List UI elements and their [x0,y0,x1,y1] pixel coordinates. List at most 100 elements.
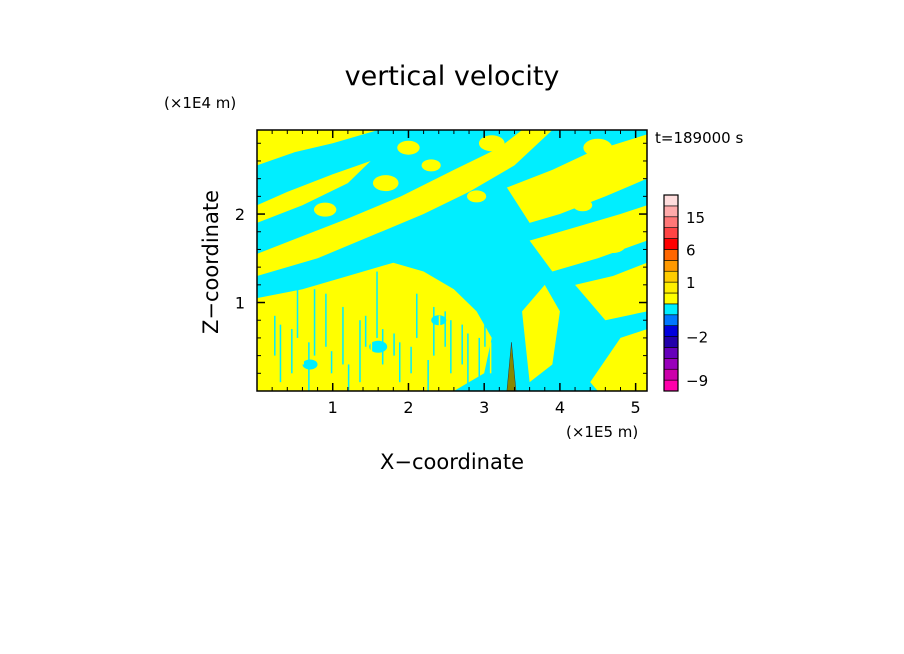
updraft-blob [372,175,399,192]
field-streak [313,289,316,356]
y-unit-label: (×1E4 m) [164,94,236,112]
field-streak [461,324,463,365]
colorbar-cell [663,227,679,239]
updraft-band [257,262,492,391]
x-unit-label: (×1E5 m) [566,423,638,441]
colorbar-tick-label: 1 [686,274,696,292]
field-streak [438,315,441,383]
y-tick-label: 1 [235,294,245,313]
x-tick-label: 4 [555,398,565,417]
field-streak [455,315,458,338]
field-streak [268,368,270,391]
colorbar: −9 −2 1 6 15 [663,194,708,392]
field-streak [370,324,373,374]
colorbar-cell [663,358,679,370]
field-streak [285,320,287,347]
downdraft-blob [323,159,342,172]
field-streak [427,360,429,391]
x-tick-label: 5 [631,398,641,417]
colorbar-cell [663,303,679,316]
downdraft-blob [302,359,318,370]
colorbar-cell [663,194,679,207]
field-streak [308,342,310,391]
y-axis: 12 [235,142,647,374]
field-streak [478,337,481,383]
updraft-blob [277,141,297,154]
colorbar-cell [663,292,679,305]
field-streak [387,337,390,391]
x-tick-label: 2 [403,398,413,417]
colorbar-tick-label: 6 [686,241,696,259]
downdraft-blob [393,155,409,166]
field-streak [376,271,378,338]
updraft-blob [583,138,613,157]
plot-area [257,130,647,391]
colorbar-cell [663,336,679,348]
updraft-band [257,130,553,276]
field-streak [450,320,452,374]
field-streak [433,306,435,356]
field-streak [489,342,492,374]
field-streak [398,342,401,383]
updraft-band [575,262,647,321]
x-tick-label: 1 [328,398,338,417]
updraft-blob [535,190,555,203]
field-streak [364,315,367,347]
updraft-blob [478,135,505,152]
field-streak [347,364,350,391]
updraft-band [529,205,647,272]
field-streak [279,324,282,383]
y-axis-label: Z−coordinate [199,190,223,334]
downdraft-blob [272,178,288,189]
field-streak [336,298,339,338]
field-streak [296,275,299,338]
colorbar-cell [663,281,679,294]
field-streak [342,306,344,365]
y-tick-label: 2 [235,205,245,224]
field-streak [319,346,321,383]
field-streak [484,284,486,347]
updraft-blob [313,202,337,217]
field-patches [257,130,647,391]
updraft-band [257,160,371,223]
colorbar-tick-label: −9 [686,372,708,390]
x-axis-label: X−coordinate [380,450,524,474]
field-streak [393,333,395,356]
colorbar-cell [663,368,679,381]
field-streak [325,293,327,347]
field-streak [381,329,384,365]
field-streak [359,320,361,383]
updraft-band [257,130,379,166]
updraft-blob [573,199,593,212]
colorbar-cell [663,325,679,337]
colorbar-cell [663,347,679,359]
colorbar-cell [663,270,679,283]
colorbar-tick-label: −2 [686,329,708,347]
colorbar-cell [663,205,679,218]
field-streak [444,311,446,347]
colorbar-cell [663,216,679,228]
field-streak [291,329,293,374]
field-streak [416,293,418,338]
colorbar-cell [663,238,679,250]
field-streak [404,289,407,347]
updraft-spike [506,342,517,391]
colorbar-frame [663,194,679,392]
colorbar-cell [663,260,679,272]
updraft-blob [467,190,487,203]
field-streak [467,333,469,391]
x-tick-label: 3 [479,398,489,417]
chart-title: vertical velocity [345,61,560,92]
plot-frame [256,129,648,392]
field-streak [274,315,276,356]
field-streak [302,333,304,365]
time-label: t=189000 s [655,129,743,147]
field-streak [472,329,475,356]
field-streak [353,311,356,356]
x-axis: 1 2 3 4 5 [271,130,641,417]
updraft-blob [397,140,420,155]
updraft-blob [616,158,640,173]
field-streak [410,346,412,374]
field-streak [330,351,333,374]
